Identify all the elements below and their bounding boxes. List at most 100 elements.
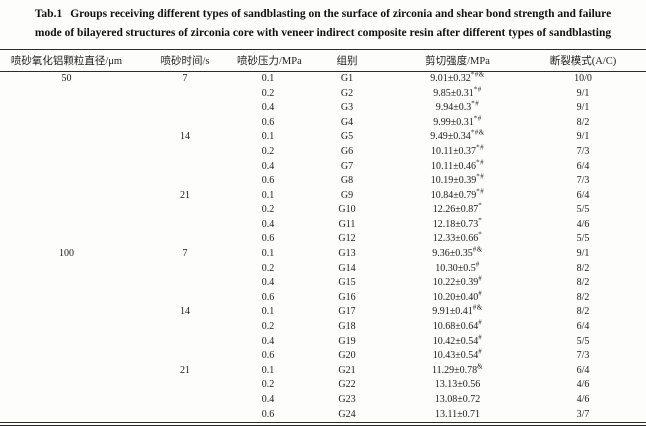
cell-strength: 9.99±0.31*#: [433, 114, 482, 128]
cell-group: G3: [340, 102, 354, 114]
cell-strength: 10.30±0.5#: [435, 260, 480, 274]
table-row: 0.2 G22 13.13±0.56 4/6: [0, 378, 646, 393]
cell-time: [133, 87, 237, 102]
cell-time: [133, 116, 237, 131]
cell-strength: 13.08±0.72: [434, 394, 481, 405]
significance-superscript: *#: [476, 158, 485, 167]
cell-strength: 12.26±0.87*: [432, 201, 483, 216]
table-caption-line1: Groups receiving different types of sand…: [70, 8, 612, 20]
header-strength: 剪切强度/MPa: [395, 49, 520, 72]
header-pressure: 喷砂压力/MPa: [237, 49, 302, 72]
cell-failure-mode: 7/3: [576, 175, 590, 187]
cell-pressure: 0.2: [261, 379, 275, 391]
cell-strength: 13.13±0.56: [434, 379, 481, 391]
cell-strength: 10.19±0.39*#: [430, 172, 485, 187]
cell-failure-mode: 3/7: [576, 408, 590, 420]
cell-time: [133, 203, 237, 218]
cell-time: [133, 276, 237, 291]
table-header-row: 喷砂氧化铝颗粒直径/μm 喷砂时间/s 喷砂压力/MPa 组别 剪切强度/MPa…: [0, 49, 646, 72]
table-row: 21 0.1 G9 10.84±0.79*# 6/4: [0, 187, 646, 204]
table-row: 0.6 G8 10.19±0.39*# 7/3: [0, 172, 646, 189]
table-row: 0.2 G10 12.26±0.87* 5/5: [0, 201, 646, 218]
cell-failure-mode: 7/3: [576, 350, 590, 362]
cell-failure-mode: 6/4: [576, 321, 590, 333]
cell-time: [133, 232, 237, 247]
cell-time: [133, 174, 237, 189]
cell-diameter: [0, 130, 133, 145]
table-row: 14 0.1 G5 9.49±0.34*#& 9/1: [0, 129, 646, 145]
cell-diameter: [0, 116, 133, 131]
table-row: 0.4 G7 10.11±0.46*# 6/4: [0, 158, 646, 175]
cell-diameter: [0, 378, 133, 393]
cell-time: 14: [180, 306, 190, 318]
cell-diameter: [0, 291, 133, 306]
cell-pressure: 0.1: [261, 72, 275, 84]
table-caption-line2: mode of bilayered structures of zirconia…: [34, 26, 612, 39]
table-row: 0.2 G14 10.30±0.5# 8/2: [0, 260, 646, 277]
significance-superscript: #: [478, 318, 483, 327]
cell-diameter: [0, 174, 133, 189]
significance-superscript: #&: [472, 245, 483, 254]
cell-strength: 10.42±0.54#: [432, 333, 483, 347]
cell-diameter: [0, 262, 133, 277]
cell-diameter: [0, 276, 133, 291]
cell-group: G19: [338, 335, 356, 347]
cell-time: 7: [182, 72, 188, 84]
cell-group: G1: [340, 72, 354, 84]
cell-time: 7: [182, 248, 188, 260]
cell-diameter: [0, 305, 133, 320]
cell-time: [133, 335, 237, 350]
table-row: 0.4 G15 10.22±0.39# 8/2: [0, 274, 646, 291]
cell-strength: 10.11±0.46*#: [430, 158, 485, 172]
cell-strength: 9.36±0.35#&: [432, 245, 483, 260]
table-row: 100 7 0.1 G13 9.36±0.35#& 9/1: [0, 245, 646, 262]
cell-time: [133, 393, 237, 408]
cell-time: 14: [180, 131, 190, 143]
data-table: 喷砂氧化铝颗粒直径/μm 喷砂时间/s 喷砂压力/MPa 组别 剪切强度/MPa…: [0, 48, 646, 423]
significance-superscript: *#: [476, 172, 485, 181]
cell-pressure: 0.2: [261, 145, 275, 157]
cell-pressure: 0.6: [261, 291, 275, 303]
significance-superscript: *#&: [470, 70, 485, 79]
significance-superscript: &: [477, 362, 484, 371]
cell-failure-mode: 8/2: [576, 116, 590, 128]
cell-time: [133, 218, 237, 233]
cell-group: G2: [340, 87, 354, 99]
table-row: 0.6 G20 10.43±0.54# 7/3: [0, 347, 646, 364]
cell-strength: 9.01±0.32*#&: [430, 70, 485, 84]
cell-failure-mode: 8/2: [576, 262, 590, 274]
significance-superscript: #: [478, 347, 483, 356]
cell-time: [133, 408, 237, 423]
table-row: 0.4 G3 9.94±0.3*# 9/1: [0, 99, 646, 116]
cell-strength: 13.11±0.71: [434, 408, 481, 420]
cell-time: [133, 378, 237, 393]
cell-failure-mode: 9/1: [576, 102, 590, 114]
cell-strength: 10.20±0.40#: [432, 289, 483, 303]
significance-superscript: #: [475, 260, 480, 269]
cell-group: G4: [340, 116, 354, 128]
cell-pressure: 0.2: [261, 262, 275, 274]
significance-superscript: *#: [476, 187, 485, 196]
cell-diameter: [0, 320, 133, 335]
cell-diameter: [0, 87, 133, 102]
significance-superscript: #: [478, 289, 483, 298]
cell-strength: 9.85±0.31*#: [433, 85, 482, 99]
cell-time: 21: [180, 364, 190, 376]
cell-pressure: 0.6: [261, 408, 275, 420]
significance-superscript: *: [478, 216, 483, 225]
significance-superscript: *: [478, 201, 483, 210]
cell-failure-mode: 5/5: [576, 233, 590, 245]
significance-superscript: *#: [476, 143, 485, 152]
cell-strength: 10.11±0.37*#: [430, 143, 485, 157]
cell-diameter: [0, 145, 133, 160]
cell-time: [133, 145, 237, 160]
cell-diameter: [0, 408, 133, 423]
cell-group: G22: [338, 379, 356, 391]
table-row: 21 0.1 G21 11.29±0.78& 6/4: [0, 362, 646, 379]
cell-diameter: [0, 349, 133, 364]
cell-strength: 9.94±0.3*#: [435, 99, 480, 114]
table-row: 0.6 G4 9.99±0.31*# 8/2: [0, 114, 646, 131]
cell-group: G21: [338, 364, 356, 376]
cell-strength: 10.22±0.39#: [432, 274, 483, 289]
